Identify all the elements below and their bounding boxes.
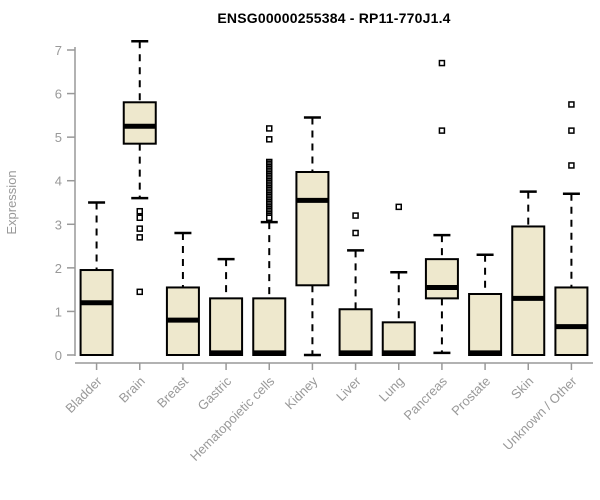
outlier-brain <box>136 207 143 215</box>
x-tick-label-liver: Liver <box>333 373 364 404</box>
x-tick-label-bladder: Bladder <box>62 373 105 416</box>
y-tick-label: 4 <box>55 174 62 189</box>
y-tick-label: 0 <box>55 348 62 363</box>
outlier-pancreas <box>438 127 446 134</box>
outlier-brain <box>136 234 143 241</box>
y-tick-label: 3 <box>55 217 62 232</box>
box-liver <box>338 308 373 356</box>
x-tick-label-hematopoietic-cells: Hematopoietic cells <box>187 373 278 464</box>
y-tick-label: 5 <box>55 130 62 145</box>
y-axis-title: Expression <box>4 170 19 234</box>
outlier-unknown-other <box>568 127 575 134</box>
box-lung <box>381 321 416 357</box>
box-pancreas <box>424 258 459 300</box>
box-skin <box>511 225 546 356</box>
outlier-unknown-other <box>568 162 575 169</box>
outlier-brain <box>136 288 143 296</box>
x-tick-label-pancreas: Pancreas <box>401 373 451 423</box>
x-tick-label-kidney: Kidney <box>282 373 321 412</box>
chart-title: ENSG00000255384 - RP11-770J1.4 <box>217 10 451 26</box>
outlier-liver <box>352 212 359 219</box>
box-gastric <box>209 297 244 357</box>
outlier-brain <box>136 214 143 221</box>
y-tick-label: 1 <box>55 304 62 319</box>
outlier-brain <box>136 225 143 232</box>
x-tick-label-gastric: Gastric <box>194 373 234 413</box>
x-tick-label-breast: Breast <box>154 373 191 410</box>
box-hematopoietic-cells <box>252 297 287 357</box>
y-tick-label: 6 <box>55 87 62 102</box>
box-prostate <box>468 293 503 356</box>
y-tick-label: 7 <box>55 43 62 58</box>
outlier-hematopoietic-cells <box>266 125 273 132</box>
box-bladder <box>79 269 114 356</box>
box-brain <box>122 101 157 145</box>
x-tick-label-unknown-other: Unknown / Other <box>500 373 580 453</box>
outlier-liver <box>352 229 359 237</box>
outlier-hematopoietic-cells <box>266 214 273 221</box>
x-tick-label-lung: Lung <box>376 374 407 405</box>
outlier-lung <box>395 203 402 211</box>
outlier-pancreas <box>438 59 446 67</box>
x-tick-label-brain: Brain <box>116 374 148 406</box>
x-tick-label-prostate: Prostate <box>448 374 493 419</box>
box-kidney <box>295 171 330 287</box>
y-tick-label: 2 <box>55 261 62 276</box>
outlier-unknown-other <box>568 101 575 108</box>
x-tick-label-skin: Skin <box>508 374 536 402</box>
outlier-hematopoietic-cells <box>266 136 273 143</box>
box-unknown-other <box>554 286 589 357</box>
